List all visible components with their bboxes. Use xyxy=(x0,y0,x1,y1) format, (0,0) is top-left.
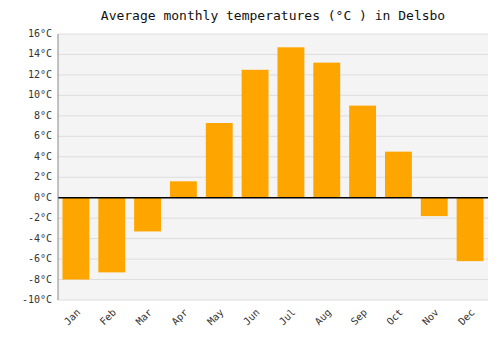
chart-container: -10°C -8°C -6°C -4°C -2°C 0°C 2°C 4°C 6°C 8°C 10°C… xyxy=(0,0,500,350)
y-axis-line xyxy=(58,34,59,300)
bar xyxy=(277,47,304,197)
x-tick-label: Feb xyxy=(98,307,119,328)
bar xyxy=(349,106,376,198)
y-tick-label: -4°C xyxy=(28,233,52,244)
x-tick-label: Aug xyxy=(313,307,334,328)
x-tick-label: Apr xyxy=(169,307,190,328)
y-tick-label: 4°C xyxy=(34,151,52,162)
zero-line xyxy=(58,197,488,199)
y-tick-label: -2°C xyxy=(28,212,52,223)
y-tick-label: 2°C xyxy=(34,171,52,182)
grid xyxy=(58,34,488,300)
chart-svg: -10°C -8°C -6°C -4°C -2°C 0°C 2°C 4°C 6°C 8°C 10°C… xyxy=(0,0,500,350)
bar xyxy=(242,70,269,198)
bar xyxy=(170,181,197,197)
y-tick-label: -8°C xyxy=(28,274,52,285)
bar xyxy=(421,198,448,216)
x-tick-label: May xyxy=(205,307,226,328)
grid-line xyxy=(58,300,488,301)
bar xyxy=(62,198,89,280)
bars xyxy=(62,47,483,279)
bar xyxy=(134,198,161,232)
grid-line xyxy=(58,156,488,157)
bar xyxy=(457,198,484,261)
bar xyxy=(206,123,233,198)
grid-line xyxy=(58,136,488,137)
bar xyxy=(98,198,125,273)
plot-background xyxy=(58,34,488,300)
x-tick-label: Dec xyxy=(456,307,477,328)
y-tick-label: 12°C xyxy=(28,69,52,80)
y-tick-label: 8°C xyxy=(34,110,52,121)
grid-line xyxy=(58,197,488,198)
y-tick-label: 16°C xyxy=(28,28,52,39)
x-tick-label: Sep xyxy=(349,307,370,328)
y-tick-label: -10°C xyxy=(22,294,52,305)
x-tick-label: Jun xyxy=(241,307,262,328)
chart-title: Average monthly temperatures (°C ) in De… xyxy=(101,8,445,23)
x-tick-label: Nov xyxy=(420,307,441,328)
y-tick-labels: -10°C -8°C -6°C -4°C -2°C 0°C 2°C 4°C 6°C 8°C 10°C… xyxy=(22,28,52,305)
bar xyxy=(385,152,412,198)
grid-line xyxy=(58,54,488,55)
y-tick-label: 14°C xyxy=(28,48,52,59)
grid-line xyxy=(58,115,488,116)
grid-line xyxy=(58,177,488,178)
grid-line xyxy=(58,34,488,35)
grid-line xyxy=(58,95,488,96)
x-tick-label: Jul xyxy=(277,307,298,328)
x-tick-label: Oct xyxy=(384,307,405,328)
y-tick-label: -6°C xyxy=(28,253,52,264)
grid-line xyxy=(58,279,488,280)
x-tick-label: Mar xyxy=(134,307,155,328)
x-tick-labels: Jan Feb Mar Apr May Jun Jul Aug Sep Oct Nov Dec xyxy=(62,307,477,328)
grid-line xyxy=(58,74,488,75)
bar xyxy=(313,63,340,198)
y-tick-label: 0°C xyxy=(34,192,52,203)
y-tick-label: 10°C xyxy=(28,89,52,100)
x-tick-label: Jan xyxy=(62,307,83,328)
y-tick-label: 6°C xyxy=(34,130,52,141)
